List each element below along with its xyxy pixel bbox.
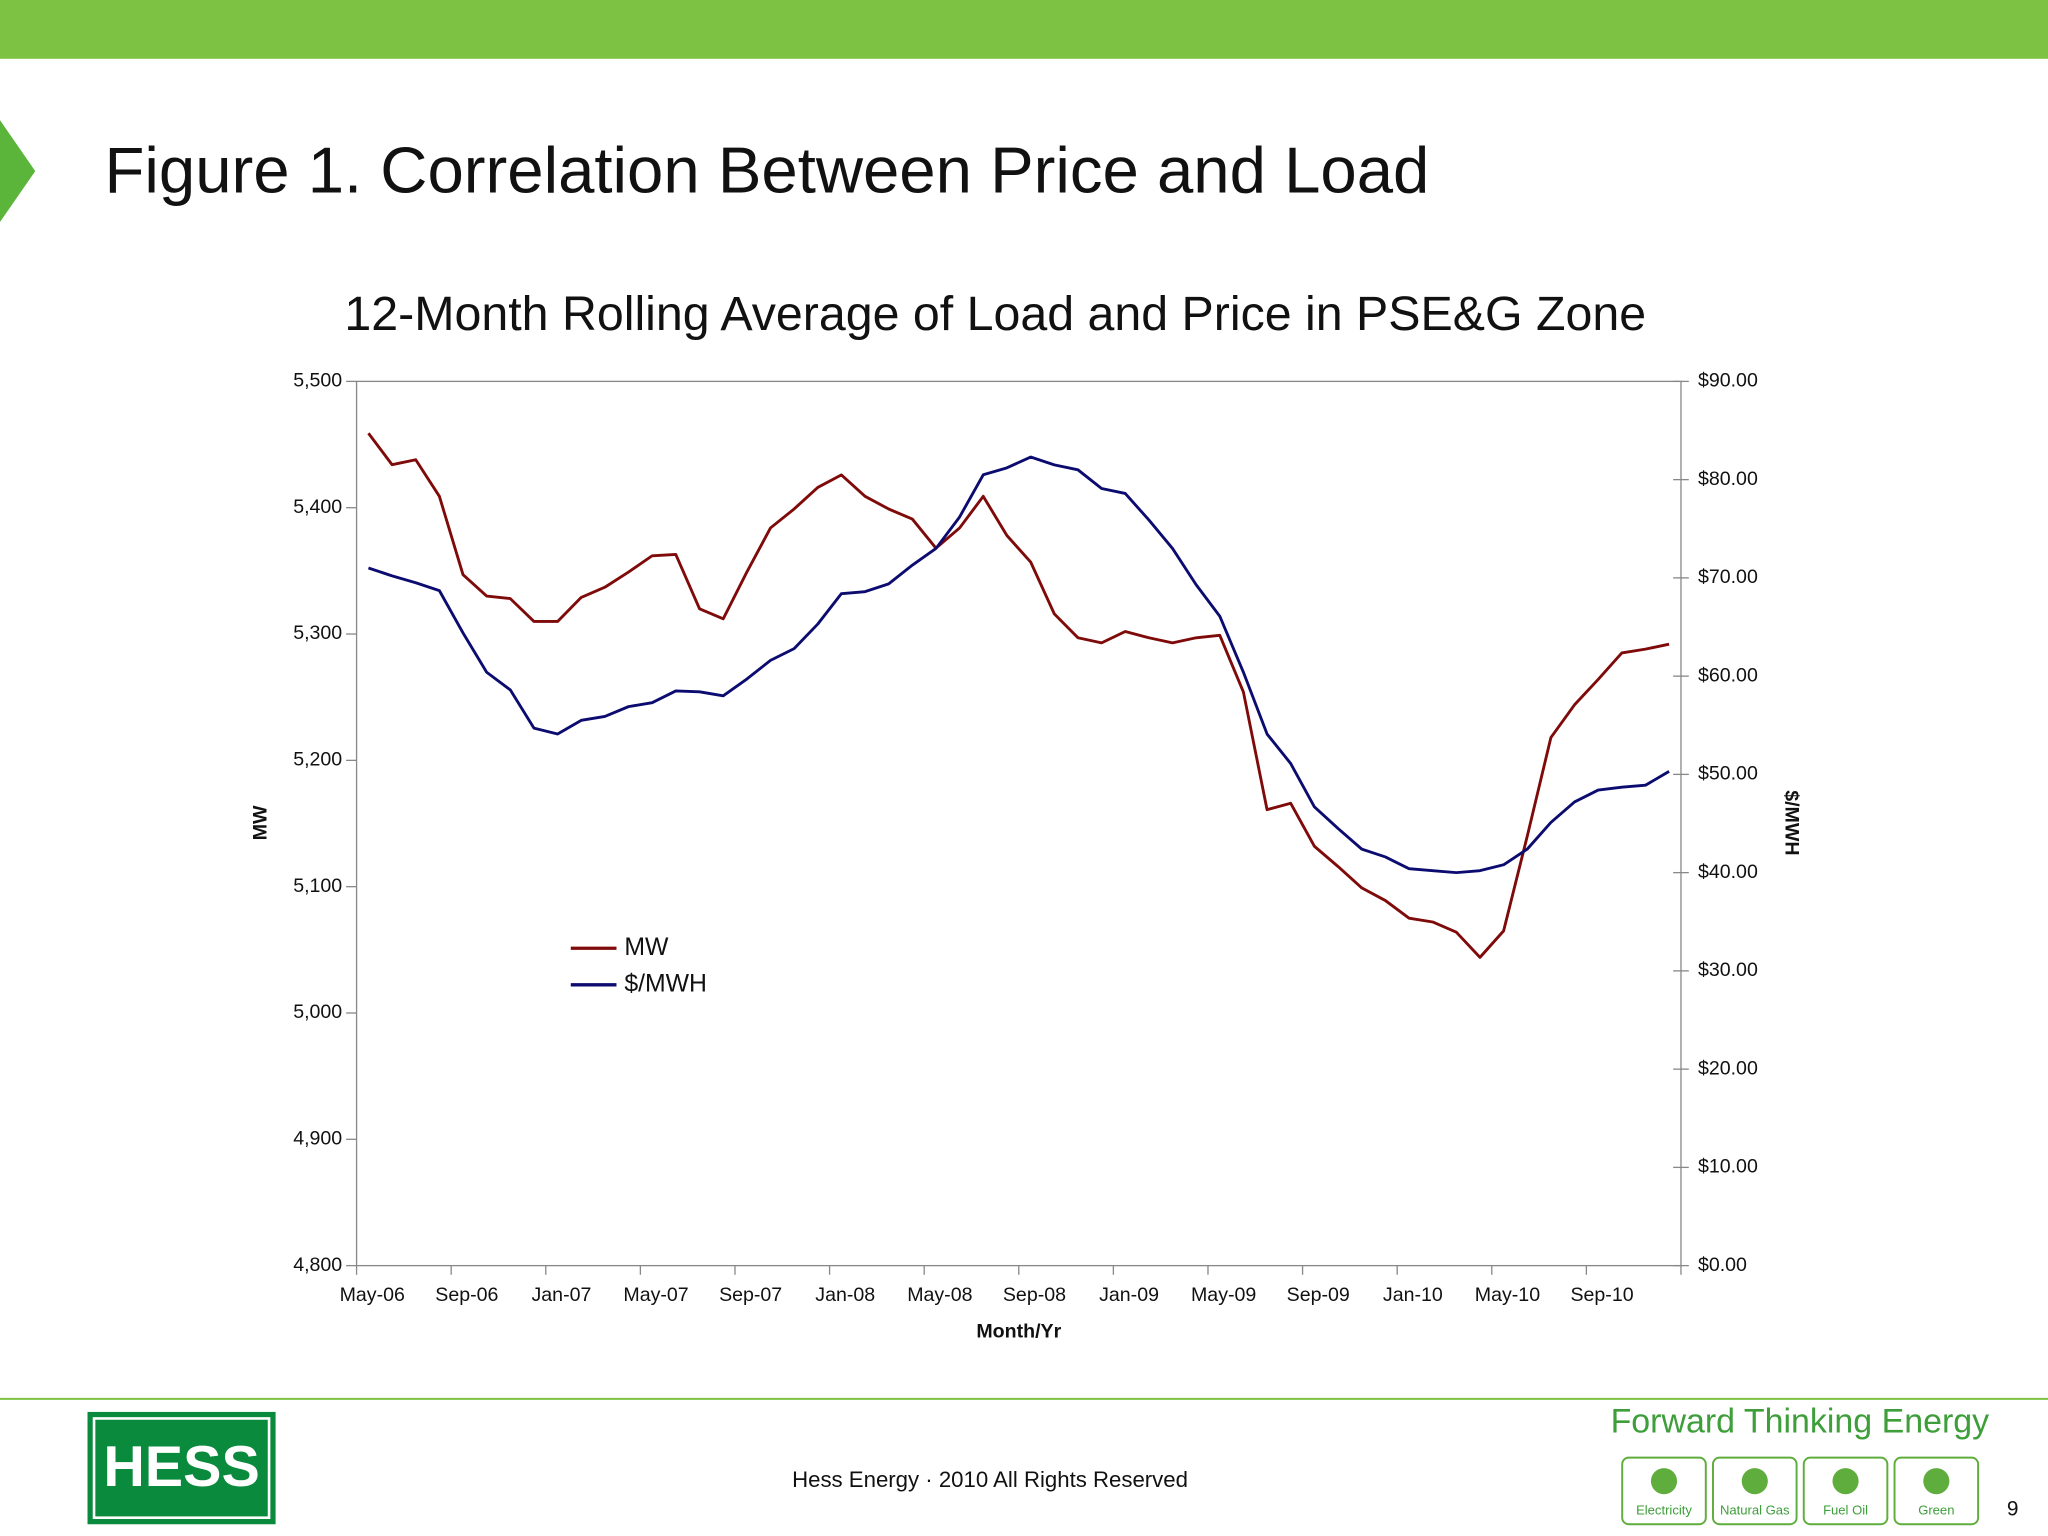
icon-label: Green (1918, 1503, 1954, 1518)
icon-glyph (1832, 1468, 1859, 1495)
x-tick-label: May-10 (1475, 1284, 1540, 1306)
x-tick-label: Sep-06 (435, 1284, 498, 1306)
icon-glyph (1741, 1468, 1768, 1495)
logo-text: HESS (103, 1435, 259, 1499)
icon-glyph (1923, 1468, 1950, 1495)
title-arrow (0, 120, 36, 223)
y-tick-label: 5,300 (293, 622, 342, 644)
y2-tick-label: $70.00 (1698, 566, 1758, 588)
chart-title: 12-Month Rolling Average of Load and Pri… (344, 287, 1646, 341)
y2-tick-label: $60.00 (1698, 664, 1758, 686)
y2-tick-label: $50.00 (1698, 763, 1758, 785)
y2-tick-label: $30.00 (1698, 959, 1758, 981)
footer-text: Hess Energy · 2010 All Rights Reserved (792, 1467, 1188, 1492)
logo-border (92, 1417, 271, 1520)
x-tick-label: May-08 (907, 1284, 972, 1306)
legend-label: $/MWH (624, 970, 707, 997)
y2-tick-label: $10.00 (1698, 1156, 1758, 1178)
y2-axis-label: $/MWH (1781, 790, 1803, 855)
icon-label: Electricity (1636, 1503, 1692, 1518)
y-tick-label: 4,900 (293, 1127, 342, 1149)
y-axis-label: MW (249, 805, 271, 840)
legend-label: MW (624, 934, 669, 961)
x-tick-label: Sep-07 (719, 1284, 782, 1306)
y2-tick-label: $20.00 (1698, 1057, 1758, 1079)
y-tick-label: 5,200 (293, 749, 342, 771)
y2-tick-label: $40.00 (1698, 861, 1758, 883)
x-tick-label: Sep-10 (1570, 1284, 1633, 1306)
x-tick-label: Jan-09 (1099, 1284, 1159, 1306)
y-tick-label: 5,400 (293, 496, 342, 518)
y-tick-label: 5,100 (293, 875, 342, 897)
x-tick-label: May-07 (623, 1284, 688, 1306)
page-number: 9 (2007, 1497, 2019, 1520)
series-line (367, 432, 1670, 959)
x-tick-label: Sep-08 (1003, 1284, 1066, 1306)
slide-title: Figure 1. Correlation Between Price and … (104, 133, 1429, 206)
x-tick-label: May-06 (340, 1284, 405, 1306)
y2-tick-label: $90.00 (1698, 370, 1758, 392)
tagline: Forward Thinking Energy (1611, 1403, 1990, 1441)
plot-frame (355, 380, 1682, 1267)
y-tick-label: 5,000 (293, 1001, 342, 1023)
x-tick-label: Jan-10 (1383, 1284, 1443, 1306)
y2-tick-label: $80.00 (1698, 468, 1758, 490)
x-tick-label: May-09 (1191, 1284, 1256, 1306)
x-tick-label: Sep-09 (1287, 1284, 1350, 1306)
y2-tick-label: $0.00 (1698, 1254, 1747, 1276)
logo-box (87, 1411, 276, 1525)
x-tick-label: Jan-08 (815, 1284, 875, 1306)
icon-glyph (1650, 1468, 1678, 1495)
icon-label: Fuel Oil (1823, 1503, 1868, 1518)
series-line (368, 455, 1670, 875)
y-tick-label: 4,800 (293, 1254, 342, 1276)
y-tick-label: 5,500 (293, 370, 342, 392)
top-bar (0, 0, 2048, 59)
x-tick-label: Jan-07 (532, 1284, 592, 1306)
icon-label: Natural Gas (1720, 1503, 1790, 1518)
x-axis-label: Month/Yr (976, 1320, 1061, 1342)
